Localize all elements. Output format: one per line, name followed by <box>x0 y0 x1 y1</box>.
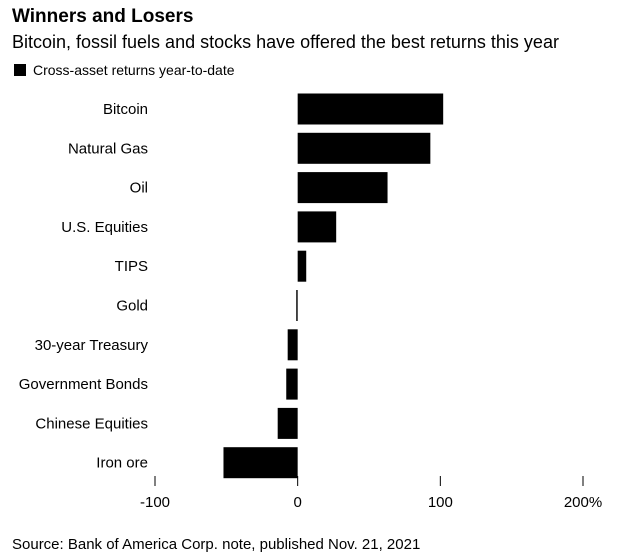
category-label: Oil <box>130 180 148 197</box>
bar-tips <box>297 250 307 282</box>
x-tick-label: 100 <box>428 494 453 511</box>
category-label: Iron ore <box>96 455 148 472</box>
bar-bitcoin <box>297 93 444 125</box>
category-label: U.S. Equities <box>61 219 148 236</box>
legend-swatch <box>14 64 26 76</box>
bar-chinese-equities <box>277 407 298 439</box>
bar-30-year-treasury <box>287 329 298 361</box>
x-tick-label: 200% <box>564 494 602 511</box>
legend-label: Cross-asset returns year-to-date <box>33 62 235 78</box>
bar-natural-gas <box>297 132 431 164</box>
category-label: Government Bonds <box>19 376 148 393</box>
chart-title: Winners and Losers <box>12 6 194 27</box>
source-note: Source: Bank of America Corp. note, publ… <box>12 536 421 553</box>
category-label: 30-year Treasury <box>35 337 149 354</box>
bar-oil <box>297 172 388 204</box>
category-label: Natural Gas <box>68 140 148 157</box>
legend: Cross-asset returns year-to-date <box>14 62 235 78</box>
category-label: Bitcoin <box>103 101 148 118</box>
bar-iron-ore <box>223 447 298 479</box>
x-tick-label: 0 <box>293 494 301 511</box>
x-tick-label: -100 <box>140 494 170 511</box>
chart-subtitle: Bitcoin, fossil fuels and stocks have of… <box>12 32 559 52</box>
category-label: Chinese Equities <box>35 415 148 432</box>
bar-government-bonds <box>286 368 298 400</box>
bar-gold <box>296 290 298 321</box>
bar-u-s-equities <box>297 211 337 243</box>
category-label: Gold <box>116 298 148 315</box>
category-label: TIPS <box>115 258 148 275</box>
